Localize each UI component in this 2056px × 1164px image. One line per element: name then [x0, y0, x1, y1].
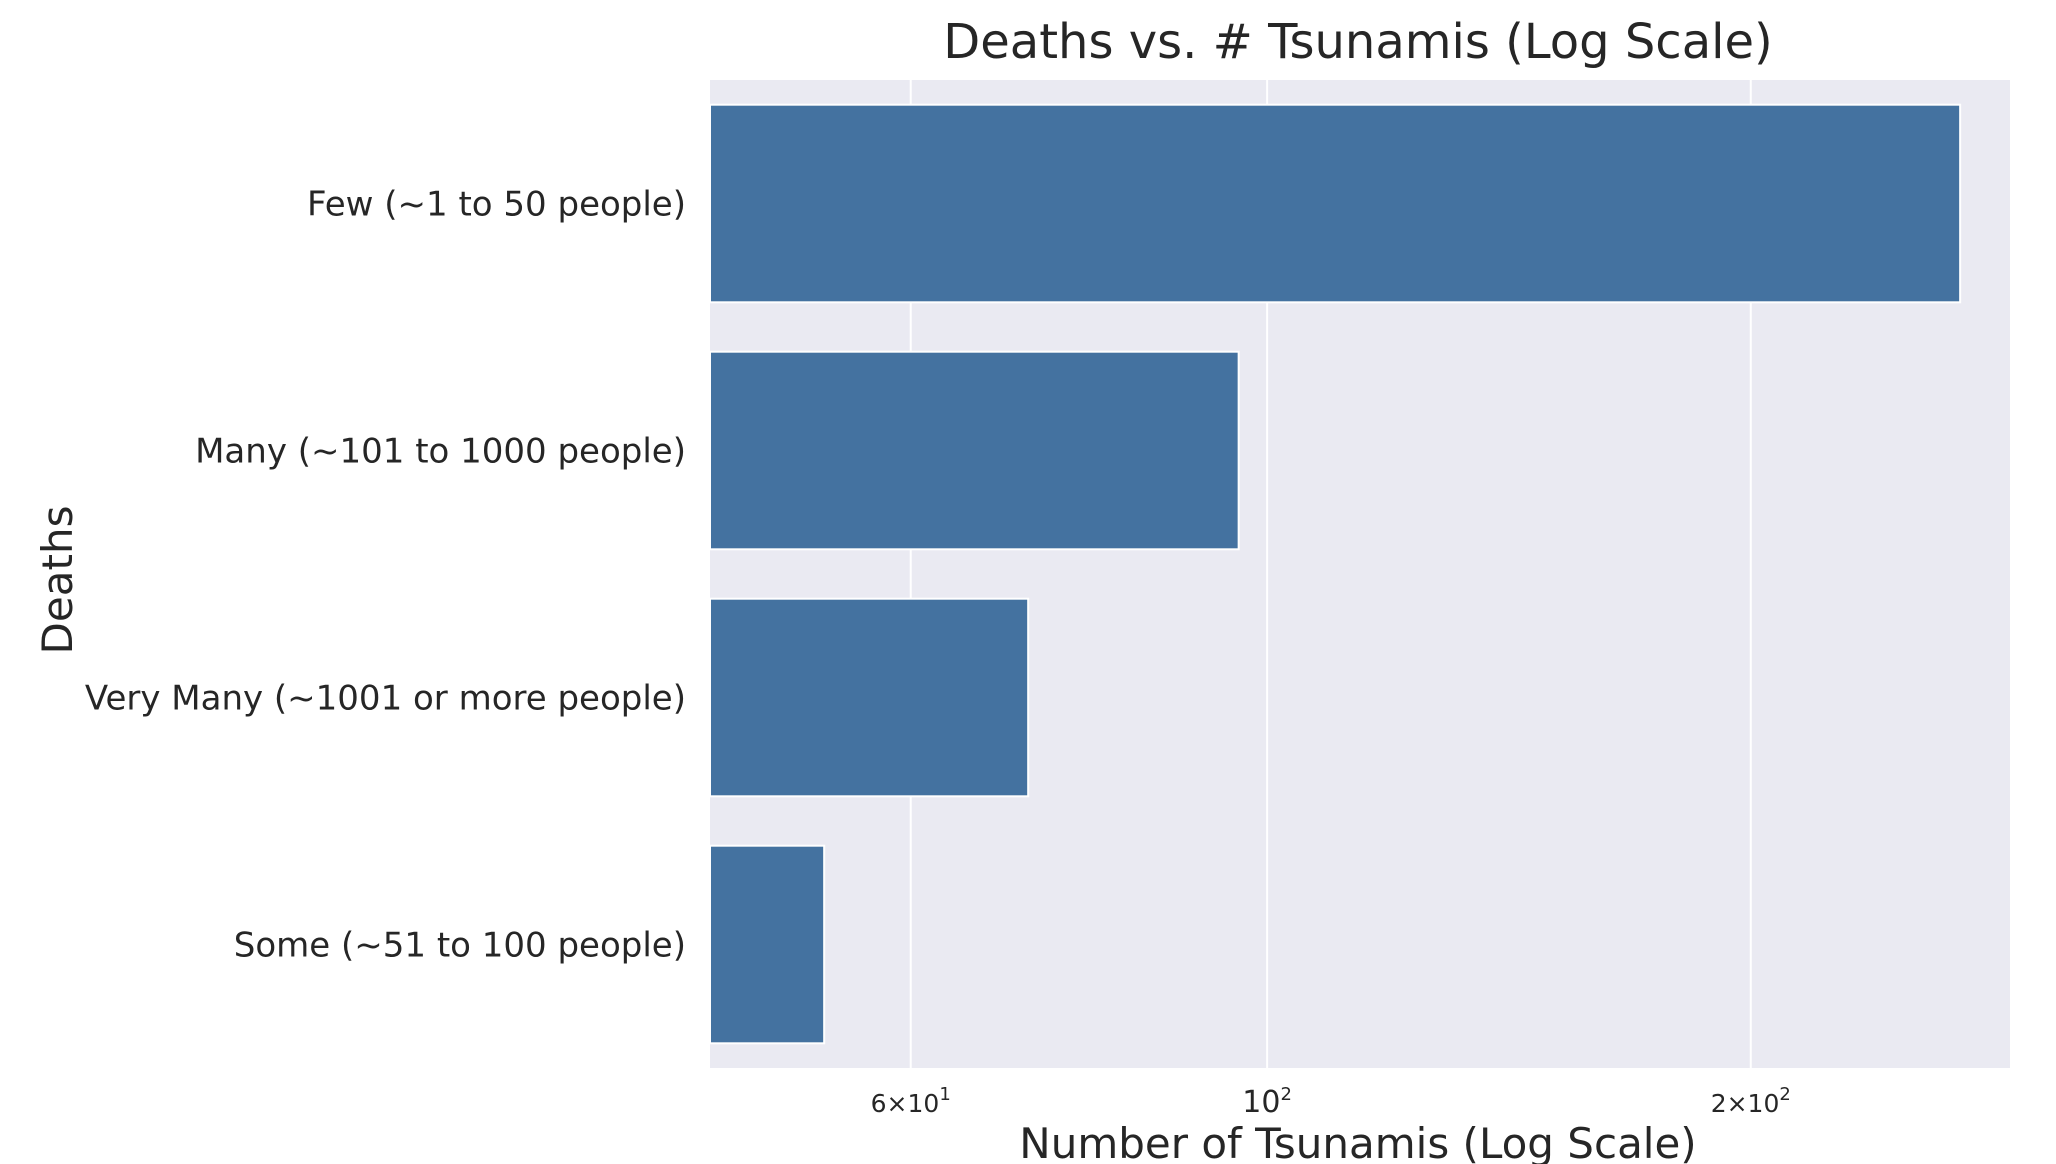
chart-title: Deaths vs. # Tsunamis (Log Scale)	[943, 14, 1772, 70]
category-label: Some (~51 to 100 people)	[234, 926, 686, 966]
x-tick-label: 6×101	[871, 1084, 951, 1118]
bar	[709, 103, 1962, 304]
x-axis-label: Number of Tsunamis (Log Scale)	[1019, 1119, 1696, 1164]
category-labels: Few (~1 to 50 people) Many (~101 to 1000 …	[85, 185, 686, 966]
x-tick-labels: 6×101 102 2×102	[871, 1084, 1791, 1120]
bar	[709, 597, 1030, 798]
category-label: Very Many (~1001 or more people)	[85, 679, 686, 719]
category-label: Few (~1 to 50 people)	[307, 185, 686, 225]
bar	[709, 350, 1240, 551]
category-label: Many (~101 to 1000 people)	[195, 432, 686, 472]
bars	[709, 103, 1962, 1045]
y-axis-label: Deaths	[33, 506, 82, 655]
x-tick-label: 2×102	[1711, 1084, 1791, 1118]
x-tick-label: 102	[1242, 1084, 1292, 1120]
bar	[709, 844, 826, 1045]
